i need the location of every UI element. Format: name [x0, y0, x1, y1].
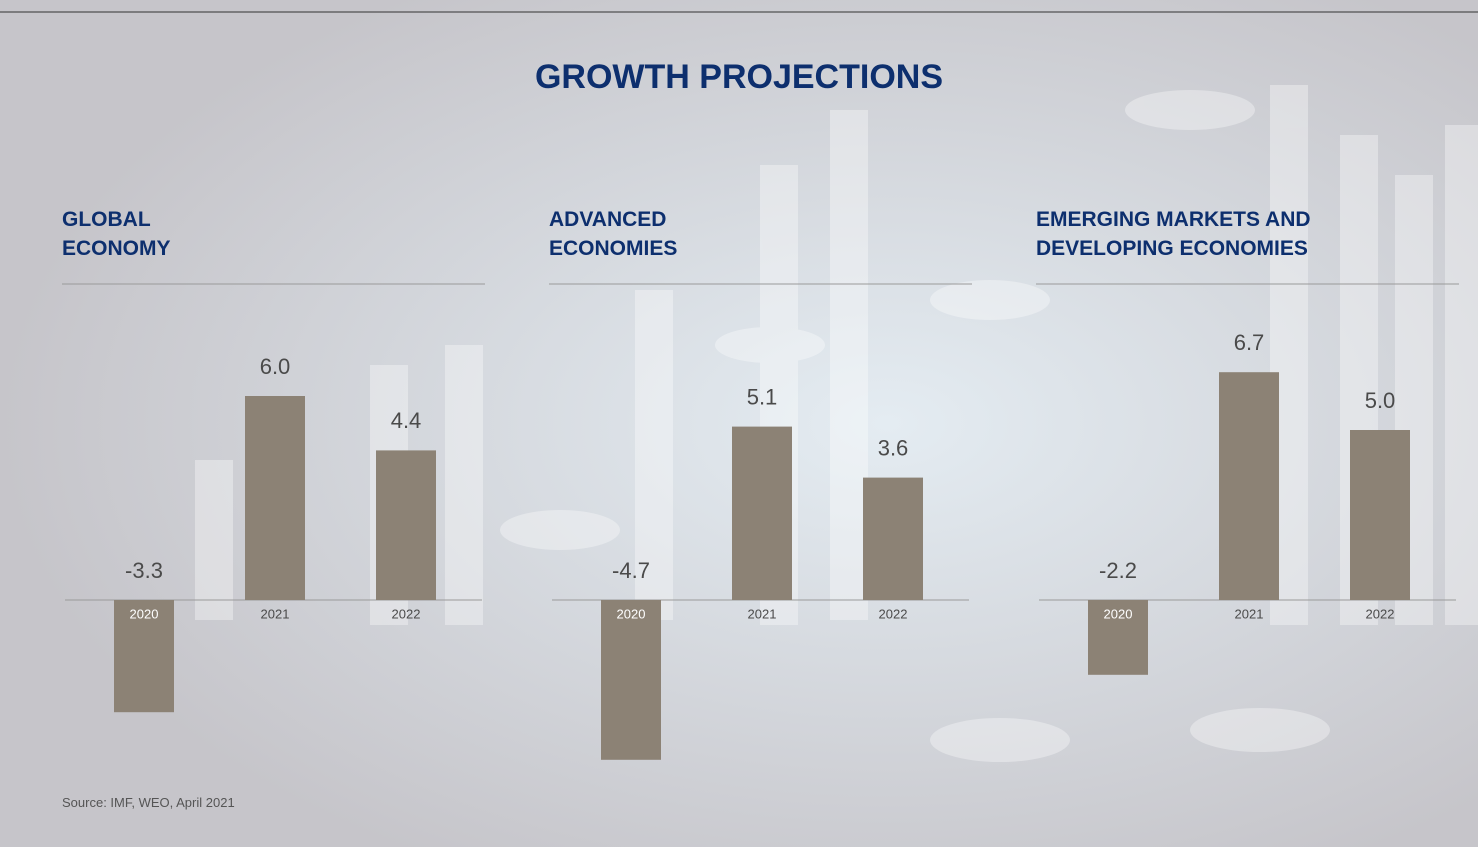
bar	[863, 477, 923, 600]
bar	[1350, 430, 1410, 600]
x-tick-label: 2020	[130, 606, 159, 621]
value-label: 5.0	[1365, 388, 1396, 413]
value-label: 3.6	[878, 435, 909, 460]
chart-title: EMERGING MARKETS AND DEVELOPING ECONOMIE…	[1036, 208, 1311, 260]
value-label: 6.0	[260, 354, 291, 379]
value-label: 6.7	[1234, 330, 1265, 355]
bar	[732, 426, 792, 600]
value-label: 5.1	[747, 384, 778, 409]
bar	[601, 600, 661, 760]
value-label: -2.2	[1099, 558, 1137, 583]
chart-title: ADVANCED ECONOMIES	[549, 208, 678, 260]
value-label: 4.4	[391, 408, 422, 433]
x-tick-label: 2020	[617, 606, 646, 621]
background-decoration	[195, 85, 1478, 762]
bar	[114, 600, 174, 713]
x-tick-label: 2022	[392, 606, 421, 621]
page-title: GROWTH PROJECTIONS	[534, 58, 944, 96]
bar	[1088, 600, 1148, 675]
chart-title: GLOBAL ECONOMY	[62, 208, 171, 260]
bar	[376, 450, 436, 600]
x-tick-label: 2022	[1366, 606, 1395, 621]
source-note: Source: IMF, WEO, April 2021	[62, 795, 235, 810]
x-tick-label: 2022	[879, 606, 908, 621]
x-tick-label: 2021	[261, 606, 290, 621]
x-tick-label: 2020	[1104, 606, 1133, 621]
x-tick-label: 2021	[748, 606, 777, 621]
bar	[1219, 372, 1279, 600]
value-label: -4.7	[612, 558, 650, 583]
value-label: -3.3	[125, 558, 163, 583]
x-tick-label: 2021	[1235, 606, 1264, 621]
bar	[245, 396, 305, 600]
